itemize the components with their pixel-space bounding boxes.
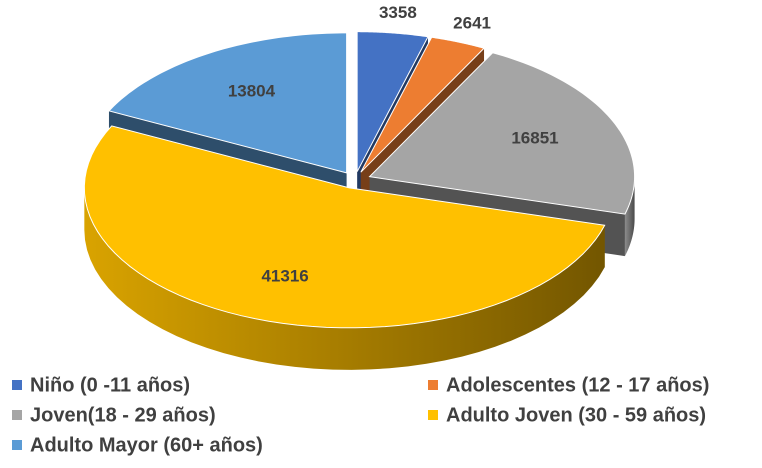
legend-label: Adulto Mayor (60+ años)	[30, 434, 263, 456]
legend-marker	[12, 440, 22, 450]
data-label: 16851	[511, 128, 558, 147]
slice	[108, 32, 348, 174]
data-label: 3358	[379, 3, 417, 22]
data-label: 13804	[228, 82, 276, 101]
legend-marker	[428, 380, 438, 390]
legend-marker	[12, 410, 22, 420]
legend-label: Adolescentes (12 - 17 años)	[446, 374, 709, 396]
data-label: 2641	[453, 13, 491, 32]
slice-side	[84, 187, 605, 370]
slice	[83, 125, 606, 329]
slice	[360, 36, 485, 173]
slice	[368, 52, 636, 215]
legend-label: Joven(18 - 29 años)	[30, 404, 216, 426]
legend-label: Niño (0 -11 años)	[30, 374, 190, 396]
legend-marker	[12, 380, 22, 390]
slice	[356, 31, 429, 172]
legend-label: Adulto Joven (30 - 59 años)	[446, 404, 706, 426]
data-label: 41316	[261, 266, 308, 285]
legend-marker	[428, 410, 438, 420]
